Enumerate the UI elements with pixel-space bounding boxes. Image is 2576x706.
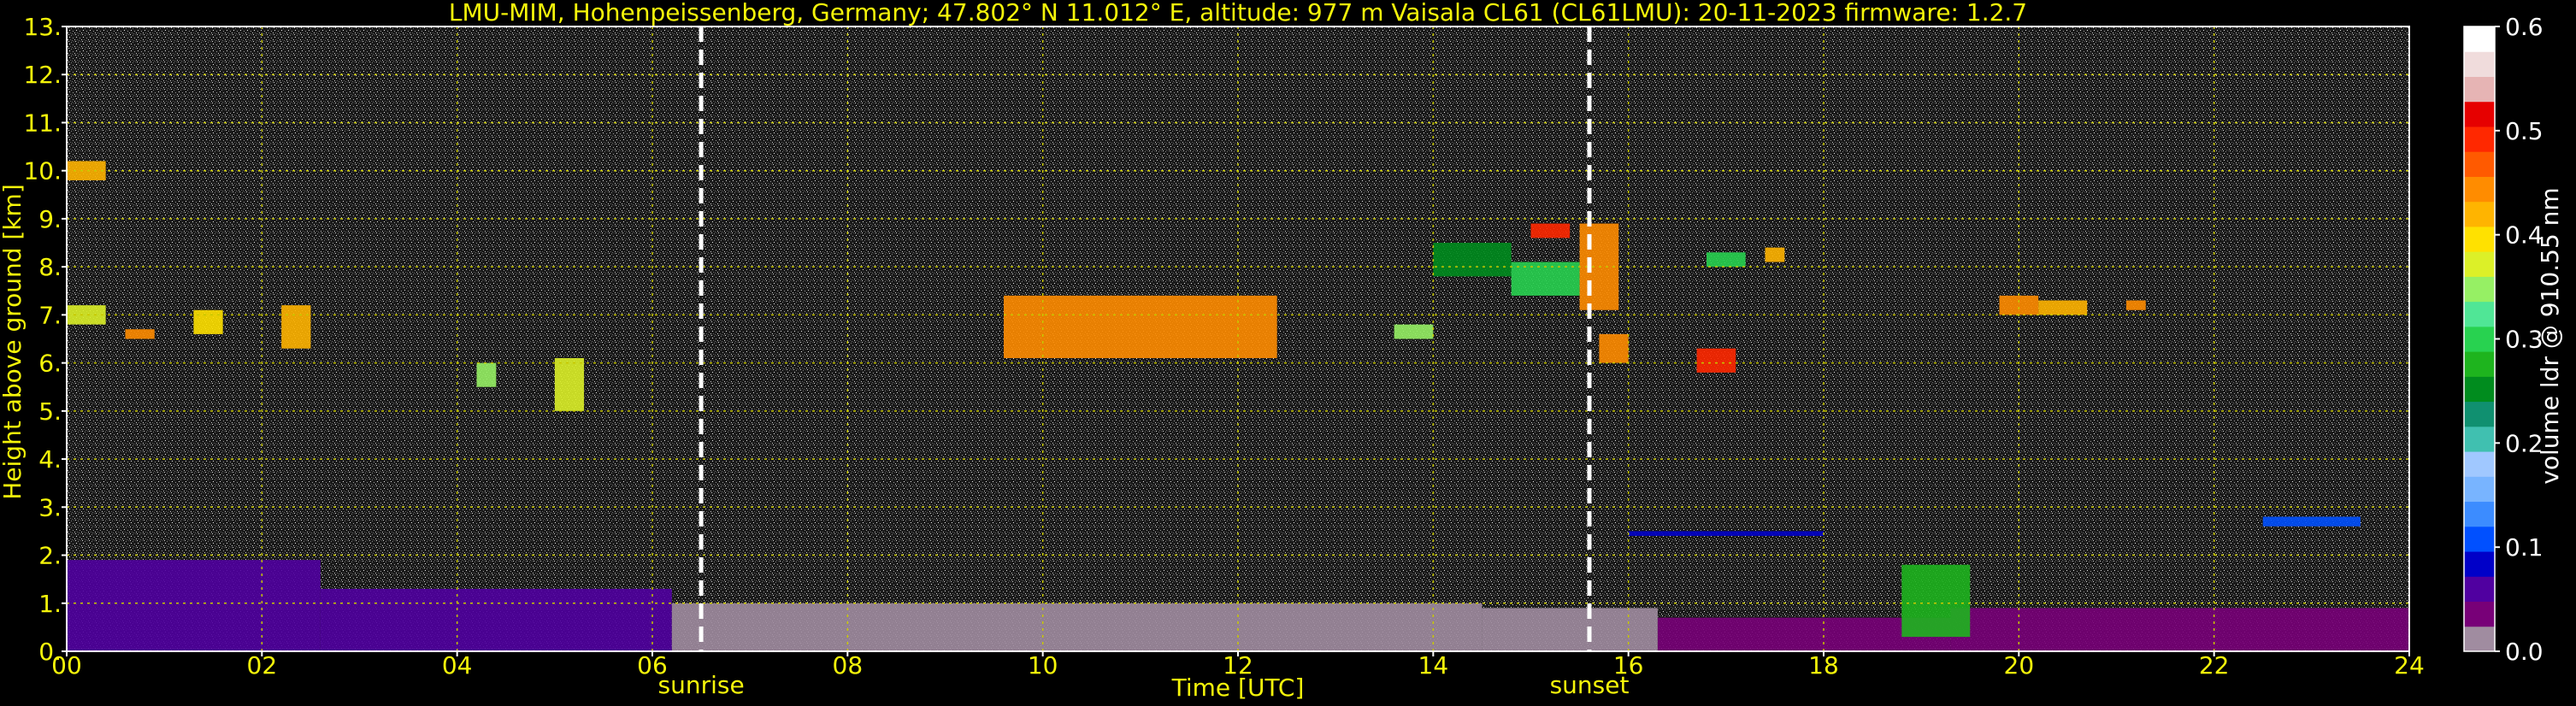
y-tick-label-1: 1. — [38, 590, 62, 618]
ldr-cell-1 — [320, 588, 672, 651]
y-tick-label-10: 10. — [23, 157, 62, 185]
ldr-cell-27 — [2038, 300, 2088, 315]
marker-label-sunrise: sunrise — [657, 671, 744, 699]
x-tick-label-9: 18 — [1808, 651, 1839, 680]
ldr-cell-20 — [1530, 223, 1571, 238]
grid — [66, 26, 2410, 652]
colorbar-tick-label-4: 0.4 — [2505, 221, 2544, 250]
ldr-cell-8 — [2262, 516, 2361, 527]
ldr-cell-23 — [1696, 348, 1736, 373]
y-tick-label-0: 0. — [38, 638, 62, 666]
colorbar-segment-14 — [2464, 276, 2495, 303]
x-tick-label-2: 04 — [442, 651, 473, 680]
y-tick-label-5: 5. — [38, 397, 62, 426]
ldr-cell-17 — [1394, 324, 1434, 339]
colorbar-segment-7 — [2464, 451, 2495, 477]
x-tick-label-6: 12 — [1223, 651, 1253, 680]
colorbar-segment-23 — [2464, 51, 2495, 77]
y-tick-label-3: 3. — [38, 493, 62, 521]
y-tick-label-2: 2. — [38, 542, 62, 570]
y-tick-label-4: 4. — [38, 445, 62, 474]
y-tick-label-8: 8. — [38, 253, 62, 281]
ldr-cell-14 — [476, 362, 497, 387]
colorbar-segment-2 — [2464, 576, 2495, 603]
colorbar-tick-label-0: 0.0 — [2505, 638, 2544, 666]
colorbar-tick-label-2: 0.2 — [2505, 429, 2544, 457]
colorbar-segment-24 — [2464, 26, 2495, 52]
ldr-cell-19 — [1511, 262, 1580, 296]
colorbar-segment-21 — [2464, 101, 2495, 127]
colorbar-segment-17 — [2464, 201, 2495, 227]
colorbar-segment-3 — [2464, 551, 2495, 577]
colorbar-segment-13 — [2464, 301, 2495, 327]
colorbar-segment-11 — [2464, 351, 2495, 377]
ldr-cell-16 — [1004, 295, 1277, 358]
colorbar-segment-4 — [2464, 526, 2495, 552]
colorbar-segment-1 — [2464, 601, 2495, 627]
y-tick-label-13: 13. — [23, 13, 62, 41]
x-tick-label-12: 24 — [2394, 651, 2425, 680]
x-tick-label-4: 08 — [833, 651, 864, 680]
y-tick-label-12: 12. — [23, 61, 62, 89]
x-axis: 00 02 04 06 08 10 12 14 16 18 20 22 24 — [51, 651, 2425, 680]
ldr-cell-7 — [1901, 564, 1971, 638]
y-tick-label-11: 11. — [23, 109, 62, 137]
x-tick-label-3: 06 — [637, 651, 668, 680]
colorbar-segment-19 — [2464, 151, 2495, 177]
ldr-cell-5 — [1950, 608, 2409, 651]
colorbar-tick-label-1: 0.1 — [2505, 533, 2544, 562]
ldr-cell-6 — [1628, 531, 1824, 537]
colorbar-segment-12 — [2464, 326, 2495, 352]
colorbar-tick-label-5: 0.5 — [2505, 117, 2544, 145]
colorbar-segment-9 — [2464, 401, 2495, 427]
x-tick-label-10: 20 — [2004, 651, 2035, 680]
colorbar-tick-label-3: 0.3 — [2505, 326, 2544, 354]
colorbar-segment-10 — [2464, 376, 2495, 403]
x-tick-label-5: 10 — [1028, 651, 1058, 680]
ldr-cell-25 — [1765, 247, 1785, 262]
ldr-cell-12 — [193, 309, 223, 334]
x-tick-label-7: 14 — [1418, 651, 1449, 680]
y-tick-label-7: 7. — [38, 301, 62, 329]
ldr-cell-24 — [1707, 252, 1746, 268]
ldr-cell-28 — [2125, 300, 2146, 310]
ldr-cell-9 — [67, 161, 106, 180]
colorbar-tick-label-6: 0.6 — [2505, 13, 2544, 41]
colorbar-segment-22 — [2464, 76, 2495, 103]
colorbar-segment-20 — [2464, 126, 2495, 152]
ldr-cell-22 — [1599, 333, 1629, 363]
ldr-cell-13 — [281, 305, 311, 349]
ldr-cell-0 — [67, 560, 321, 651]
chart-title: LMU-MIM, Hohenpeissenberg, Germany; 47.8… — [449, 0, 2027, 26]
colorbar-segment-6 — [2464, 476, 2495, 503]
y-axis: 0. 1. 2. 3. 4. 5. 6. 7. 8. 9. 10. 11. 12. 13. — [23, 13, 67, 666]
colorbar-segment-16 — [2464, 226, 2495, 252]
y-tick-label-6: 6. — [38, 350, 62, 378]
ldr-cell-26 — [1999, 295, 2039, 315]
ldr-cell-18 — [1433, 243, 1512, 277]
colorbar-segment-18 — [2464, 176, 2495, 203]
colorbar-segment-15 — [2464, 251, 2495, 277]
x-tick-label-1: 02 — [247, 651, 278, 680]
plot-area — [67, 26, 2409, 651]
colorbar: 0.0 0.1 0.2 0.3 0.4 0.5 0.6 — [2463, 13, 2544, 666]
ldr-cell-11 — [125, 329, 155, 339]
ldr-cell-2 — [671, 603, 1483, 651]
y-tick-label-9: 9. — [38, 205, 62, 233]
event-markers: sunrise sunset — [657, 26, 1629, 699]
ldr-cell-3 — [1482, 608, 1658, 651]
y-axis-label: Height above ground [km] — [0, 184, 27, 500]
colorbar-label: volume ldr @ 910.55 nm — [2536, 187, 2564, 484]
x-axis-label: Time [UTC] — [1171, 674, 1305, 702]
ldr-cell-15 — [554, 357, 585, 411]
x-tick-label-11: 22 — [2199, 651, 2230, 680]
colorbar-segment-0 — [2464, 626, 2495, 652]
x-tick-label-0: 00 — [51, 651, 82, 680]
colorbar-segment-5 — [2464, 501, 2495, 527]
x-tick-label-8: 16 — [1613, 651, 1644, 680]
colorbar-segment-8 — [2464, 426, 2495, 452]
ldr-cell-10 — [67, 305, 106, 325]
marker-label-sunset: sunset — [1550, 671, 1630, 699]
